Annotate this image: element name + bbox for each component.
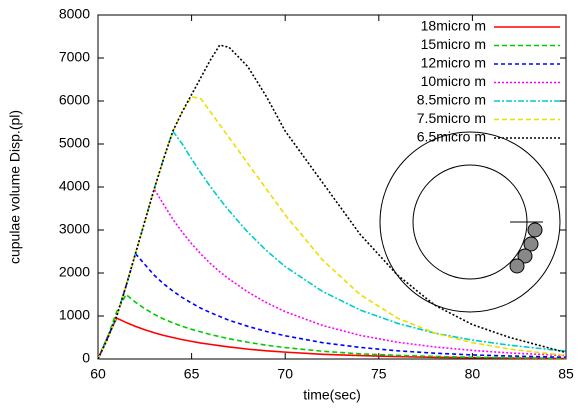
series-line bbox=[97, 44, 567, 360]
legend-label: 8.5micro m bbox=[417, 92, 486, 108]
series-line bbox=[97, 293, 567, 360]
y-tick-label: 2000 bbox=[59, 264, 90, 280]
y-tick-label: 1000 bbox=[59, 307, 90, 323]
inset-ball bbox=[527, 222, 543, 238]
x-tick-label: 70 bbox=[277, 366, 293, 382]
legend-label: 6.5micro m bbox=[417, 129, 486, 145]
inset-ball bbox=[517, 248, 533, 264]
legend-label: 7.5micro m bbox=[417, 110, 486, 126]
x-tick-label: 65 bbox=[184, 366, 200, 382]
x-axis-label: time(sec) bbox=[303, 387, 361, 403]
x-tick-label: 60 bbox=[90, 366, 106, 382]
legend-label: 18micro m bbox=[421, 18, 486, 34]
legend-label: 12micro m bbox=[421, 55, 486, 71]
y-axis-label: cupulae volume Disp.(pl) bbox=[7, 110, 23, 264]
inset-ball bbox=[509, 258, 525, 274]
y-tick-label: 5000 bbox=[59, 135, 90, 151]
inner-circle bbox=[412, 164, 528, 280]
y-tick-label: 7000 bbox=[59, 49, 90, 65]
plot-frame bbox=[97, 14, 567, 360]
y-tick-label: 4000 bbox=[59, 178, 90, 194]
y-tick-label: 6000 bbox=[59, 92, 90, 108]
legend-label: 10micro m bbox=[421, 73, 486, 89]
x-tick-label: 80 bbox=[465, 366, 481, 382]
series-line bbox=[97, 187, 567, 360]
x-tick-label: 85 bbox=[558, 366, 574, 382]
y-tick-label: 8000 bbox=[59, 6, 90, 22]
y-tick-label: 3000 bbox=[59, 221, 90, 237]
legend-label: 15micro m bbox=[421, 36, 486, 52]
series-line bbox=[97, 129, 567, 360]
series-line bbox=[97, 317, 567, 360]
inset-diagram bbox=[379, 131, 561, 313]
outer-circle bbox=[379, 131, 561, 313]
y-tick-label: 0 bbox=[82, 350, 90, 366]
x-tick-label: 75 bbox=[371, 366, 387, 382]
inset-ball bbox=[523, 236, 539, 252]
